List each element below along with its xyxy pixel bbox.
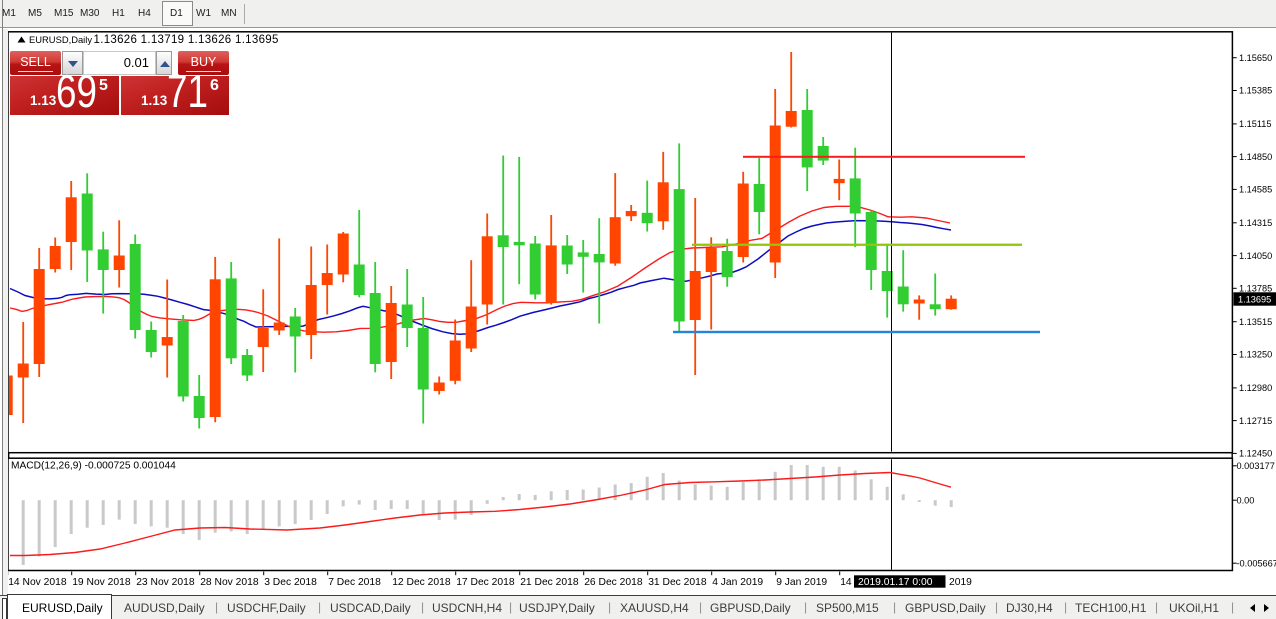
svg-text:28 Nov 2018: 28 Nov 2018 bbox=[200, 577, 259, 588]
svg-text:19 Nov 2018: 19 Nov 2018 bbox=[72, 577, 131, 588]
svg-text:9 Jan 2019: 9 Jan 2019 bbox=[776, 577, 827, 588]
svg-text:31 Dec 2018: 31 Dec 2018 bbox=[648, 577, 707, 588]
svg-text:0.00: 0.00 bbox=[1237, 495, 1255, 505]
svg-text:21 Dec 2018: 21 Dec 2018 bbox=[520, 577, 579, 588]
svg-text:4 Jan 2019: 4 Jan 2019 bbox=[712, 577, 763, 588]
svg-text:1.14315: 1.14315 bbox=[1239, 218, 1272, 228]
svg-text:3 Dec 2018: 3 Dec 2018 bbox=[264, 577, 317, 588]
svg-text:1.14050: 1.14050 bbox=[1239, 251, 1272, 261]
svg-text:7 Dec 2018: 7 Dec 2018 bbox=[328, 577, 381, 588]
svg-text:EURUSD,Daily: EURUSD,Daily bbox=[29, 34, 92, 45]
svg-text:1.13785: 1.13785 bbox=[1239, 284, 1272, 294]
svg-text:17 Dec 2018: 17 Dec 2018 bbox=[456, 577, 515, 588]
svg-text:1.14585: 1.14585 bbox=[1239, 185, 1272, 195]
svg-text:23 Nov 2018: 23 Nov 2018 bbox=[136, 577, 195, 588]
svg-text:1.15650: 1.15650 bbox=[1239, 53, 1272, 63]
svg-text:1.12980: 1.12980 bbox=[1239, 383, 1272, 393]
svg-text:1.13250: 1.13250 bbox=[1239, 350, 1272, 360]
svg-text:1.15385: 1.15385 bbox=[1239, 86, 1272, 96]
svg-text:-0.005667: -0.005667 bbox=[1237, 558, 1276, 568]
svg-text:1.13515: 1.13515 bbox=[1239, 317, 1272, 327]
svg-text:0.003177: 0.003177 bbox=[1237, 461, 1275, 471]
svg-text:2019: 2019 bbox=[949, 577, 972, 588]
svg-text:14 Nov 2018: 14 Nov 2018 bbox=[8, 577, 67, 588]
svg-text:1.13695: 1.13695 bbox=[1238, 295, 1271, 305]
svg-text:2019.01.17 0:00: 2019.01.17 0:00 bbox=[858, 577, 933, 588]
svg-text:12 Dec 2018: 12 Dec 2018 bbox=[392, 577, 451, 588]
svg-text:26 Dec 2018: 26 Dec 2018 bbox=[584, 577, 643, 588]
svg-text:MACD(12,26,9) -0.000725 0.0010: MACD(12,26,9) -0.000725 0.001044 bbox=[11, 460, 176, 471]
svg-text:1.12450: 1.12450 bbox=[1239, 449, 1272, 459]
svg-text:1.12715: 1.12715 bbox=[1239, 416, 1272, 426]
svg-text:1.15115: 1.15115 bbox=[1239, 119, 1272, 129]
svg-text:1.13626 1.13719 1.13626 1.1369: 1.13626 1.13719 1.13626 1.13695 bbox=[94, 34, 279, 46]
svg-text:1.14850: 1.14850 bbox=[1239, 152, 1272, 162]
